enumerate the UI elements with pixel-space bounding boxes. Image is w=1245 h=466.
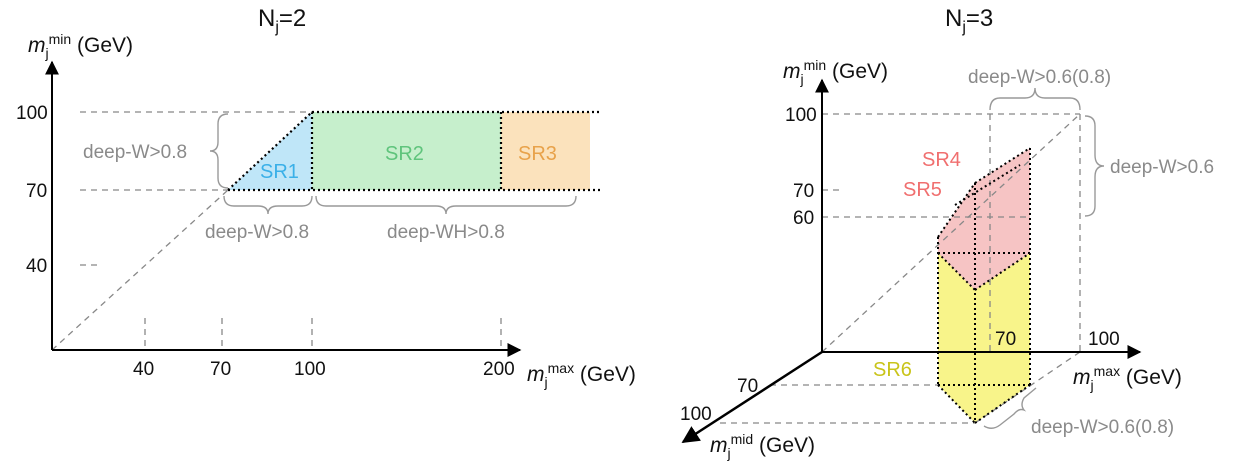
sr6-front-face (938, 253, 975, 423)
left-panel: Nj=2 mjmin (GeV) mjm (16, 5, 636, 390)
right-z-tick-70: 70 (737, 376, 758, 397)
right-z-tick-100: 100 (680, 404, 712, 425)
left-x-tick-200: 200 (483, 359, 515, 380)
left-y-tick-40: 40 (26, 256, 47, 277)
left-x-axis-title: mjmax (GeV) (527, 360, 636, 390)
left-y-tick-100: 100 (16, 103, 48, 124)
right-bottom-cut-label: deep-W>0.6(0.8) (1031, 417, 1174, 438)
sr4-label: SR4 (922, 149, 961, 171)
left-panel-title: Nj=2 (258, 5, 306, 36)
right-y-tick-100: 100 (785, 105, 817, 126)
left-x-tick-70: 70 (210, 359, 231, 380)
left-x-tick-40: 40 (133, 359, 154, 380)
left-vertical-cut-label: deep-W>0.8 (83, 142, 187, 163)
bottom-brace-1 (223, 195, 313, 215)
left-y-axis-title: mjmin (GeV) (28, 31, 133, 61)
left-y-tick-70: 70 (26, 181, 47, 202)
guide-lines (51, 111, 502, 351)
right-brace-shapes (983, 87, 1105, 429)
sr3-label: SR3 (518, 143, 557, 165)
bottom-brace-2 (315, 195, 577, 215)
right-inner-label-70: 70 (995, 329, 1016, 350)
sr2-label: SR2 (385, 143, 424, 165)
sr1-label: SR1 (260, 161, 299, 183)
right-z-axis (681, 350, 823, 444)
bottom-brace (983, 387, 1037, 429)
right-region-boundaries (937, 147, 1031, 424)
right-y-tick-70: 70 (793, 181, 814, 202)
sr6-side-face (975, 253, 1030, 423)
right-side-cut-label: deep-W>0.6 (1110, 157, 1214, 178)
sr3-region (501, 112, 590, 190)
right-x-axis-title: mjmax (GeV) (1073, 363, 1182, 393)
left-bottom-cut-label-1: deep-W>0.8 (205, 222, 309, 243)
sr6-label: SR6 (873, 359, 912, 381)
right-y-tick-60: 60 (793, 208, 814, 229)
right-x-tick-100: 100 (1088, 329, 1120, 350)
vertical-brace (209, 113, 229, 189)
right-y-axis-title: mjmin (GeV) (783, 57, 888, 87)
sr45-left-face (938, 183, 975, 290)
right-z-axis-title: mjmid (GeV) (710, 431, 815, 461)
right-guide-lines (720, 113, 1081, 424)
brace-shapes (209, 113, 577, 215)
left-bottom-cut-label-2: deep-WH>0.8 (387, 222, 505, 243)
side-brace (1084, 115, 1105, 217)
right-top-cut-label: deep-W>0.6(0.8) (968, 67, 1111, 88)
left-x-tick-100: 100 (294, 359, 326, 380)
right-panel-title: Nj=3 (945, 5, 993, 36)
sr5-label: SR5 (903, 179, 942, 201)
sr2-region (312, 112, 501, 190)
right-panel: Nj=3 (680, 5, 1214, 461)
region-boundaries (227, 110, 600, 192)
top-brace (989, 87, 1081, 111)
